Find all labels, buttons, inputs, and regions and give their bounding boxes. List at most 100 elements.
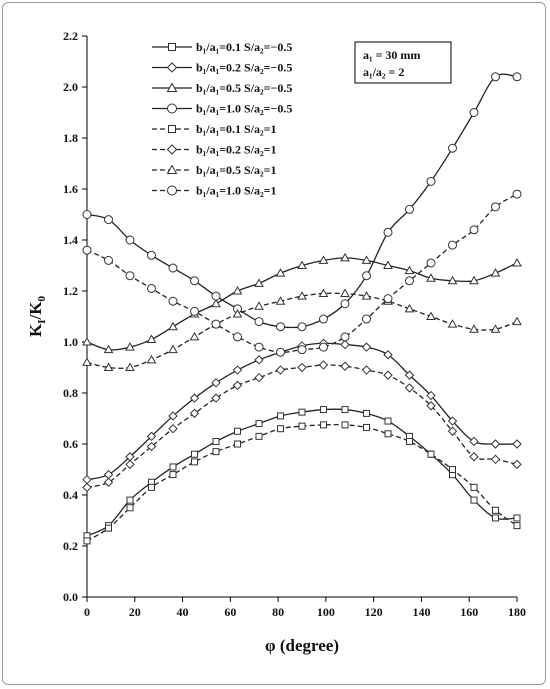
legend-label: b₁/a₁=0.5 S/a₂=1 [196,163,276,177]
series-line [86,292,518,369]
x-tick-label: 120 [365,605,383,619]
data-point [490,439,501,449]
data-point [384,430,392,438]
data-point [211,291,221,301]
data-point [232,285,243,295]
data-point [469,225,479,235]
data-point [169,471,177,479]
y-axis-title-main: K [26,323,45,337]
series-4 [82,72,522,332]
legend-entry: b₁/a₁=0.5 S/a₂=−0.5 [152,81,292,95]
data-point [470,483,478,491]
data-point [298,422,306,430]
data-point [512,72,522,82]
data-point [147,250,156,260]
data-point [341,421,349,429]
data-point [361,342,372,352]
data-point [232,365,243,375]
data-point [297,260,307,269]
annotation-box: a₁ = 30 mm a₁/a₂ = 2 [354,41,452,84]
y-tick-label: 1.4 [63,233,78,247]
legend-entry: b₁/a₁=0.1 S/a₂=−0.5 [152,40,292,54]
data-point [404,383,415,393]
data-point [340,288,350,298]
data-point [212,448,220,456]
data-point [340,332,350,342]
y-tick-label: 1.8 [63,131,78,145]
data-point [254,355,264,365]
data-point [82,210,92,219]
data-point [190,306,199,316]
data-point [469,436,479,447]
data-point [211,378,221,388]
data-point [166,164,178,174]
data-point [383,227,393,237]
data-point [82,474,92,485]
data-point [148,483,155,491]
x-axis-title: φ (degree) [265,636,339,655]
x-tick-label: 140 [412,605,430,619]
data-point [319,342,328,352]
y-tick-label: 1.0 [63,335,78,349]
y-tick-label: 1.6 [63,182,78,196]
data-point [320,421,327,429]
data-point [190,276,199,286]
data-point [146,441,157,452]
data-point [103,344,114,354]
data-point [318,288,329,298]
data-point [318,360,329,370]
y-axis-title-mid: /K [26,301,45,321]
data-point [383,260,393,269]
y-axis-title-sub2: 0 [36,296,48,302]
data-point [297,291,307,300]
data-point [449,466,456,473]
legend-label: b₁/a₁=1.0 S/a₂=−0.5 [196,102,292,116]
data-point [125,235,135,245]
data-point [168,423,178,434]
data-point [512,316,522,326]
data-point [340,339,350,350]
data-point [167,103,177,114]
legend-label: b₁/a₁=0.1 S/a₂=1 [196,122,276,136]
data-point [276,322,285,332]
data-point [469,108,479,117]
legend-label: b₁/a₁=0.2 S/a₂=1 [196,143,276,157]
data-point [168,411,178,421]
data-point [341,406,349,414]
data-point [405,204,414,214]
annotation-border [354,41,452,84]
data-point [254,342,264,352]
data-point [362,271,371,281]
data-point [103,477,114,487]
data-point [447,426,458,436]
data-point [513,514,521,522]
annotation-line: a₁/a₂ = 2 [363,65,404,79]
data-point [469,324,479,333]
data-point [189,393,200,403]
data-point [83,537,91,545]
data-point [298,408,306,416]
y-tick-label: 0.4 [63,488,78,502]
data-point [168,263,178,273]
data-point [340,299,350,309]
data-point [492,514,499,522]
data-point [125,271,135,281]
data-point [512,439,522,449]
data-point [233,332,242,342]
data-point [126,504,134,512]
data-point [82,482,92,493]
legend-entry: b₁/a₁=0.2 S/a₂=−0.5 [152,61,292,75]
y-tick-label: 0.0 [63,590,78,604]
data-point [340,252,350,262]
x-tick-label: 80 [272,605,284,619]
data-point [361,291,372,300]
data-point [340,361,350,371]
data-point [211,298,221,308]
legend: b₁/a₁=0.1 S/a₂=−0.5 b₁/a₁=0.2 S/a₂=−0.5 b₁… [152,40,292,198]
y-tick-label: 0.8 [63,386,78,400]
data-point [405,276,414,286]
data-point [363,409,370,417]
data-point [426,311,436,320]
data-point [426,273,436,282]
data-point [277,425,284,433]
